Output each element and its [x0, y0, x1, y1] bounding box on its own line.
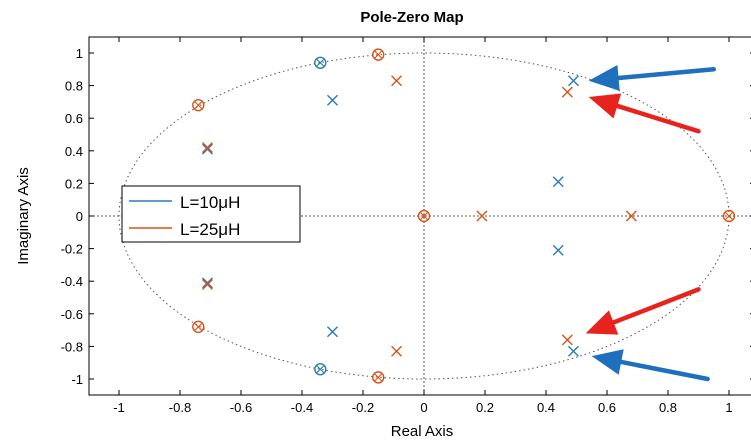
zero-marker-cross-l25 — [725, 212, 733, 220]
annotation-arrow-head — [588, 93, 622, 119]
annotation-arrow-head — [588, 65, 620, 91]
x-tick-label: 0.6 — [598, 400, 616, 415]
axes-layer: -1 -0.8 -0.6 -0.4 -0.2 0 0.2 0.4 0.6 0.8 1 -1 -0.8 -0… — [61, 37, 751, 415]
legend-label-l10: L=10μH — [180, 193, 240, 212]
zero-marker-cross-l25 — [420, 212, 428, 220]
zero-marker-cross-l25 — [194, 101, 203, 110]
chart-title: Pole-Zero Map — [360, 9, 463, 26]
y-axis-label: Imaginary Axis — [15, 167, 32, 265]
pole-marker-l10 — [327, 326, 338, 338]
zero-marker-l25 — [192, 98, 205, 112]
pole-marker-l10 — [567, 345, 579, 357]
pole-marker-l10 — [327, 94, 338, 106]
annotation-arrow-head — [585, 310, 619, 335]
pole-marker-l10 — [567, 75, 579, 87]
zero-marker-cross-l25 — [374, 50, 383, 59]
pole-marker-l10 — [201, 277, 213, 289]
x-tick-label: -0.8 — [169, 400, 191, 415]
pole-marker-l10 — [201, 143, 213, 155]
x-tick-label: 0 — [420, 400, 427, 415]
annotation-arrow-shaft — [611, 287, 701, 325]
x-tick-label: 0.8 — [659, 400, 677, 415]
y-tick-label: -0.6 — [61, 307, 83, 322]
zero-marker-l10 — [314, 363, 327, 376]
annotation-arrow-shaft — [618, 359, 710, 382]
y-tick-label: 0.6 — [65, 111, 83, 126]
x-tick-label: 0.4 — [537, 400, 555, 415]
x-tick-label: -1 — [113, 400, 125, 415]
x-axis-label: Real Axis — [391, 423, 454, 440]
y-tick-label: -1 — [71, 372, 83, 387]
y-tick-label: 0.4 — [65, 144, 83, 159]
y-tick-label: -0.8 — [61, 339, 83, 354]
legend-box — [121, 185, 301, 243]
pole-marker-l25 — [391, 345, 403, 357]
x-tick-label: 0.2 — [476, 400, 494, 415]
zero-marker-l10 — [314, 56, 327, 69]
pole-marker-l10 — [552, 244, 564, 256]
zero-marker-cross-l10 — [316, 58, 325, 67]
legend: L=10μH L=25μH — [121, 185, 301, 243]
y-tick-label: -0.2 — [61, 242, 83, 257]
arrow-layer — [585, 65, 716, 382]
pole-marker-l25 — [476, 210, 488, 222]
pole-marker-l25 — [561, 86, 573, 98]
marks-layer — [192, 48, 736, 384]
zero-marker-cross-l25 — [194, 322, 203, 331]
x-tick-label: -0.2 — [352, 400, 374, 415]
zero-marker-l25 — [192, 320, 205, 334]
zero-marker-l25 — [372, 371, 385, 384]
pole-marker-l25 — [201, 142, 213, 154]
y-tick-label: 0.8 — [65, 79, 83, 94]
pole-marker-l25 — [201, 278, 213, 290]
pole-marker-l10 — [552, 176, 564, 188]
zero-marker-cross-l10 — [316, 365, 325, 374]
y-tick-label: -0.4 — [61, 274, 83, 289]
x-tick-label: -0.4 — [291, 400, 313, 415]
y-tick-label: 1 — [76, 46, 83, 61]
y-tick-label: 0.2 — [65, 176, 83, 191]
y-tick-label: 0 — [76, 209, 83, 224]
zero-marker-l25 — [372, 48, 385, 61]
legend-label-l25: L=25μH — [180, 220, 240, 239]
annotation-arrow-head — [591, 349, 624, 375]
pole-marker-l25 — [391, 75, 403, 87]
x-tick-label: -0.6 — [230, 400, 252, 415]
annotation-arrow-shaft — [615, 103, 701, 134]
zero-marker-cross-l25 — [374, 373, 383, 382]
pole-marker-l25 — [625, 210, 637, 222]
pole-marker-l25 — [561, 334, 573, 346]
zero-marker-l25 — [417, 209, 431, 223]
annotation-arrow-shaft — [616, 67, 716, 81]
x-tick-label: 1 — [725, 400, 732, 415]
zero-marker-l25 — [722, 209, 736, 223]
